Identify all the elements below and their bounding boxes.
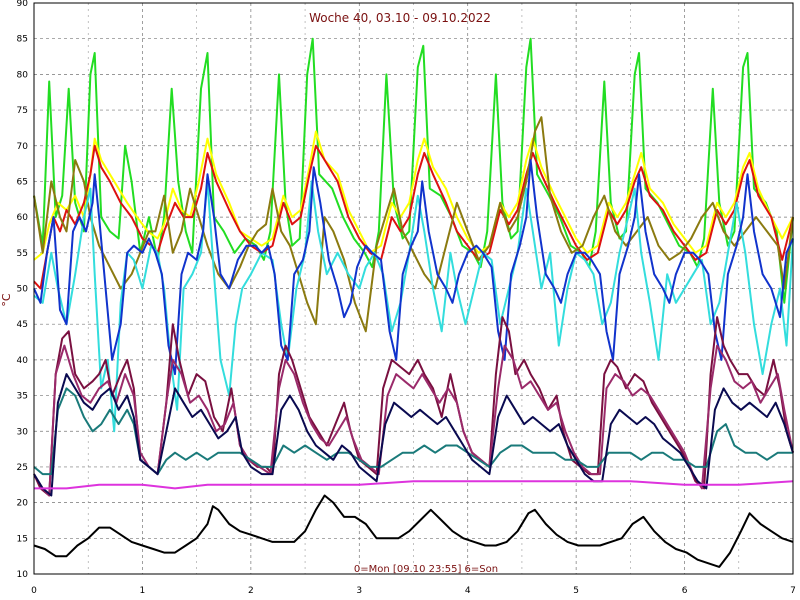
plot-frame xyxy=(33,2,794,575)
x-axis-ticks: 0 1 2 3 4 5 6 7 xyxy=(31,586,796,596)
y-tick-label: 65 xyxy=(17,177,28,187)
y-axis-ticks: 10 15 20 25 30 35 40 45 50 55 60 65 70 75 80 85 90 xyxy=(17,0,29,580)
y-tick-label: 10 xyxy=(17,570,29,580)
series-line-10 xyxy=(33,373,794,497)
y-tick-label: 25 xyxy=(17,463,28,473)
x-tick-label: 2 xyxy=(248,586,254,596)
x-tick-label: 4 xyxy=(465,586,471,596)
y-tick-label: 45 xyxy=(17,320,28,330)
y-tick-label: 50 xyxy=(17,285,29,295)
y-tick-label: 55 xyxy=(17,249,28,259)
y-tick-label: 80 xyxy=(17,70,29,80)
series-line-3 xyxy=(33,144,794,290)
y-tick-label: 35 xyxy=(17,392,28,402)
series-line-4 xyxy=(33,116,794,333)
series-line-12 xyxy=(33,494,794,568)
y-axis-label: °C xyxy=(0,293,13,307)
series-lines xyxy=(33,37,794,568)
y-tick-label: 30 xyxy=(17,427,29,437)
chart-footer: 0=Mon [09.10 23:55] 6=Son xyxy=(354,564,498,575)
y-tick-label: 90 xyxy=(17,0,29,9)
y-tick-label: 70 xyxy=(17,142,29,152)
x-tick-label: 1 xyxy=(140,586,146,596)
y-tick-label: 60 xyxy=(17,213,29,223)
x-tick-label: 3 xyxy=(356,586,362,596)
series-line-11 xyxy=(34,480,794,490)
x-tick-label: 6 xyxy=(682,586,688,596)
y-tick-label: 15 xyxy=(17,534,28,544)
y-tick-label: 75 xyxy=(17,106,28,116)
y-tick-label: 20 xyxy=(17,499,29,509)
x-tick-label: 7 xyxy=(790,586,796,596)
x-tick-label: 0 xyxy=(31,586,37,596)
series-line-6 xyxy=(33,159,794,376)
y-tick-label: 85 xyxy=(17,35,28,45)
chart-title: Woche 40, 03.10 - 09.10.2022 xyxy=(309,11,491,25)
x-tick-label: 5 xyxy=(573,586,579,596)
y-tick-label: 40 xyxy=(17,356,29,366)
